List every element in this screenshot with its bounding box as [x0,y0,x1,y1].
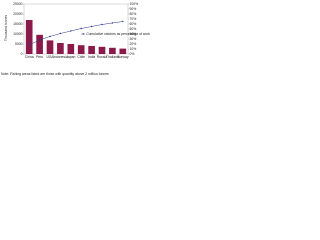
cumulative-point [111,22,114,24]
bar [25,20,33,54]
cumulative-point [28,44,30,46]
cumulative-point [122,20,124,23]
bar [77,45,85,54]
legend-label: Cumulative catches as percentage of worl… [86,32,150,36]
y2-tick-label: 70% [130,17,137,21]
y-tick-label: 20000 [13,12,23,16]
y-axis-label: Thousand tonnes [4,15,8,42]
y2-tick-label: 20% [130,42,137,46]
cumulative-point [38,39,41,41]
chart: Thousand tonnes Note: Fishing areas list… [1,2,159,76]
x-tick-label: Peru [36,55,43,59]
bar [36,34,43,54]
x-tick-label: Thailand [106,55,119,59]
x-tick-label: China [25,55,34,59]
cumulative-point [70,30,72,32]
bar [98,46,106,54]
x-tick-label: Chile [77,55,85,59]
page: {"chart_data":{"type":"bar","y_label":"T… [0,0,159,79]
x-tick-label: India [88,55,95,59]
cumulative-point [49,35,51,38]
x-tick-label: Russia [97,55,107,59]
y2-tick-label: 0% [130,52,135,56]
cumulative-point [80,27,82,30]
cumulative-point [101,23,103,26]
y2-tick-label: 100% [130,2,139,6]
y2-tick-label: 80% [130,12,137,16]
x-tick-label: Japan [66,55,75,59]
cumulative-line [29,21,123,46]
legend-marker [82,33,84,35]
y-tick-label: 15000 [13,22,23,26]
bar [46,40,54,54]
y-tick-label: 5000 [15,42,23,46]
y2-tick-label: 10% [130,47,137,51]
y2-tick-label: 90% [130,7,137,11]
bar [67,44,75,54]
bar [119,48,127,54]
cumulative-point [59,32,62,35]
x-tick-label: Indonesia [53,55,68,59]
y2-tick-label: 30% [130,37,137,41]
bar [109,47,116,54]
y2-tick-label: 40% [130,32,137,36]
x-tick-label: Norway [117,55,129,59]
cumulative-point [90,25,93,28]
y2-tick-label: 50% [130,27,137,31]
bar [57,43,64,54]
y-tick-label: 10000 [13,32,23,36]
bar [88,46,95,54]
y-tick-label: 0 [21,52,23,56]
y2-tick-label: 60% [130,22,137,26]
x-tick-label: USA [47,55,55,59]
y-tick-label: 25000 [13,2,23,6]
note: Note: Fishing areas listed are those wit… [1,72,109,76]
